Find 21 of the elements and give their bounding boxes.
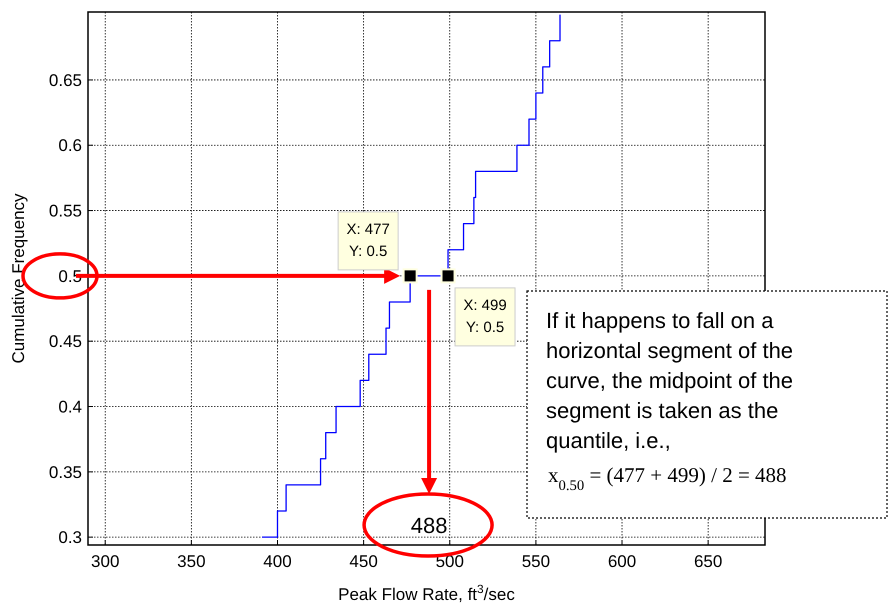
y-tick-label: 0.55	[48, 202, 82, 221]
y-tick-label: 0.6	[58, 136, 82, 156]
y-tick-label: 0.65	[48, 70, 82, 90]
y-tick-label: 0.35	[48, 462, 82, 482]
y-axis-title: Cumulative Frequency	[9, 192, 28, 364]
annotation: 488	[410, 513, 448, 538]
y-tick-label: 0.4	[58, 397, 82, 416]
x-tick-label: 300	[91, 552, 120, 571]
x-tick-label: 650	[694, 552, 722, 571]
y-tick-label: 0.45	[48, 332, 82, 352]
x-tick-label: 600	[608, 552, 636, 571]
annotation: X: 499 Y: 0.5	[463, 296, 507, 336]
y-tick-label: 0.3	[58, 528, 82, 548]
x-tick-label: 350	[177, 552, 206, 571]
annotation: X: 477 Y: 0.5	[346, 220, 390, 260]
x-tick-label: 450	[349, 552, 378, 571]
x-tick-label: 550	[522, 552, 550, 571]
annotation: If it happens to fall on a horizontal segment of the curve, the midpoint of the segment is taken as the quantile, i.e.,	[546, 308, 794, 453]
annotation: x$_{0.50}$ = (477 + 499) / 2 = 488	[548, 463, 787, 494]
x-axis-title: Peak Flow Rate, ft$^{3}$/sec	[338, 582, 516, 604]
x-tick-label: 400	[263, 552, 292, 571]
